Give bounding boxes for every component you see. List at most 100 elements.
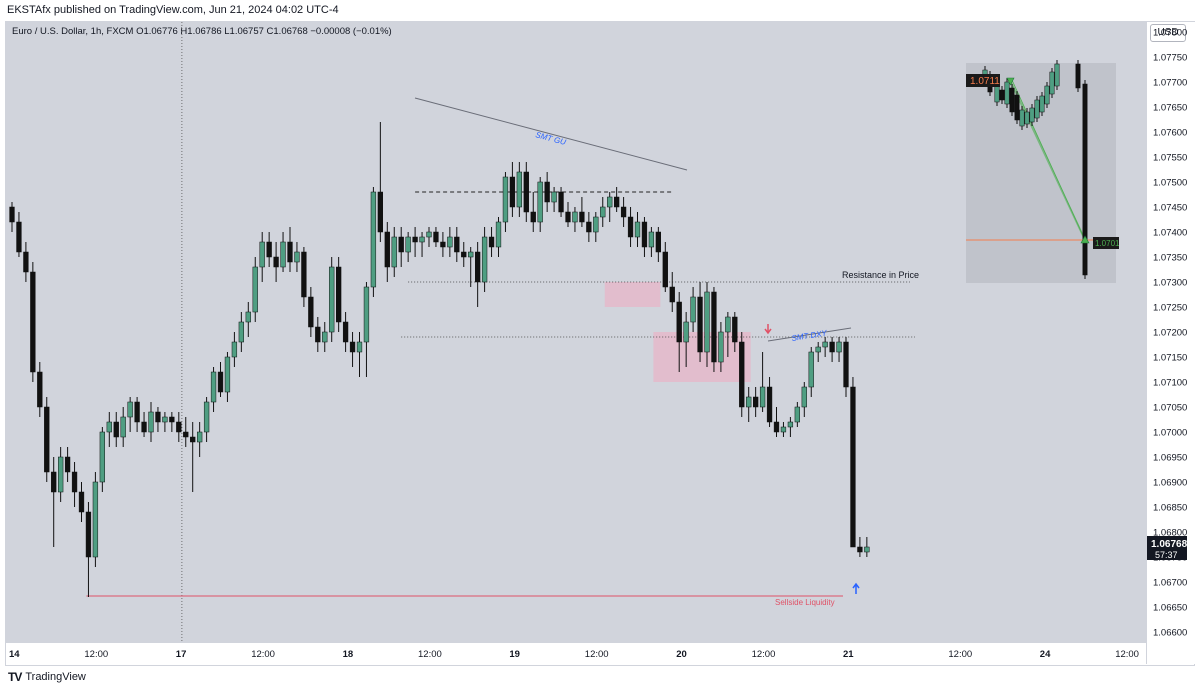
candle-body-74 [523,171,529,213]
candle-body-69 [488,236,495,248]
inset-level-badge-low [1093,237,1119,249]
candle-body-89 [627,216,634,238]
candle-body-59 [419,236,425,243]
candle-body-83 [586,221,592,233]
candle-body-29 [210,371,217,403]
time-axis[interactable] [6,642,1146,665]
candle-body-2 [23,251,29,273]
candle-body-117 [822,341,828,348]
candle-body-120 [843,341,849,388]
candle-body-68 [481,236,488,283]
candle-body-70 [495,221,502,248]
publish-header: EKSTAfx published on TradingView.com, Ju… [7,4,339,16]
y-tick-label-10: 1.07300 [1153,278,1187,289]
candle-body-16 [120,416,126,438]
candle-body-46 [329,266,335,333]
inset-trend-line-2 [1011,79,1086,241]
y-tick-label-19: 1.06850 [1153,503,1187,514]
down-arrow-icon [764,324,772,335]
inset-triangle-up-icon [1080,235,1090,244]
candle-body-97 [683,321,689,343]
candle-body-10 [78,491,85,513]
bar-countdown: 57:37 [1155,550,1178,560]
inset-candle-7 [1019,109,1025,127]
candle-body-93 [655,231,662,253]
candle-body-48 [342,321,349,343]
candle-body-99 [697,296,703,353]
candle-body-90 [634,221,641,238]
currency-button[interactable]: USD [1150,24,1186,42]
inset-candle-8 [1024,111,1030,125]
y-tick-label-11: 1.07250 [1153,303,1187,314]
candle-body-80 [565,211,571,223]
inset-candle-13 [1049,71,1055,95]
candle-body-78 [551,191,557,203]
candle-body-72 [509,176,516,208]
candle-body-27 [197,431,203,443]
candle-body-65 [461,251,467,258]
y-tick-label-13: 1.07150 [1153,353,1187,364]
candle-body-103 [725,316,731,333]
candle-body-43 [308,296,314,328]
inset-triangle-down-icon [1006,77,1015,86]
candle-body-38 [273,256,279,268]
candle-body-25 [183,431,189,438]
candle-body-76 [537,181,543,223]
candle-body-112 [787,421,794,428]
inset-candle-14 [1054,63,1060,87]
x-tick-label-12: 24 [1040,649,1051,660]
candle-body-63 [447,236,453,248]
x-tick-label-8: 20 [676,649,687,660]
y-tick-label-24: 1.06600 [1153,628,1187,639]
candle-body-30 [217,371,224,393]
x-tick-label-13: 12:00 [1115,649,1139,660]
candle-body-111 [780,426,787,433]
candle-body-51 [363,286,370,343]
candle-body-123 [864,546,870,553]
candle-body-14 [106,421,112,433]
candle-body-52 [370,191,377,288]
inset-candle-9 [1029,107,1035,123]
candle-body-71 [502,176,509,223]
y-tick-label-1: 1.07750 [1153,53,1187,64]
candle-body-6 [51,471,57,493]
candle-body-67 [475,251,481,283]
candle-body-61 [433,231,439,243]
candle-body-110 [773,421,780,433]
inset-level-low-text: 1.0701 [1095,239,1120,248]
candle-body-87 [614,196,620,208]
candle-body-94 [662,251,668,288]
candle-body-45 [322,331,328,343]
inset-candle-16 [1082,83,1088,276]
y-tick-label-14: 1.07100 [1153,378,1187,389]
candle-body-62 [440,241,446,248]
candle-body-122 [857,546,863,553]
candle-body-102 [718,331,724,363]
x-tick-label-9: 12:00 [752,649,776,660]
footer-brand[interactable]: TV TradingView [8,670,86,684]
y-tick-label-3: 1.07650 [1153,103,1187,114]
candle-body-79 [558,191,564,213]
x-tick-label-6: 19 [509,649,520,660]
candle-body-15 [113,421,119,438]
candle-body-115 [808,351,814,388]
y-tick-label-12: 1.07200 [1153,328,1187,339]
up-arrow-icon [852,582,860,594]
inset-candle-6 [1014,94,1020,121]
candle-body-91 [641,221,648,248]
x-tick-label-0: 14 [9,649,20,660]
candle-body-34 [245,311,251,323]
candle-body-53 [377,191,384,233]
resistance-label: Resistance in Price [842,270,919,280]
candle-body-105 [739,341,745,408]
candle-body-4 [37,371,43,408]
candle-body-82 [579,211,585,223]
chart-plot-area[interactable] [6,22,1146,642]
candle-body-50 [356,341,363,353]
candle-body-73 [516,171,523,208]
candle-body-121 [850,386,856,548]
inset-candle-4 [1004,81,1010,105]
x-tick-label-10: 21 [843,649,854,660]
sellside-liquidity-label: Sellside Liquidity [775,598,835,607]
candle-body-12 [92,481,99,558]
